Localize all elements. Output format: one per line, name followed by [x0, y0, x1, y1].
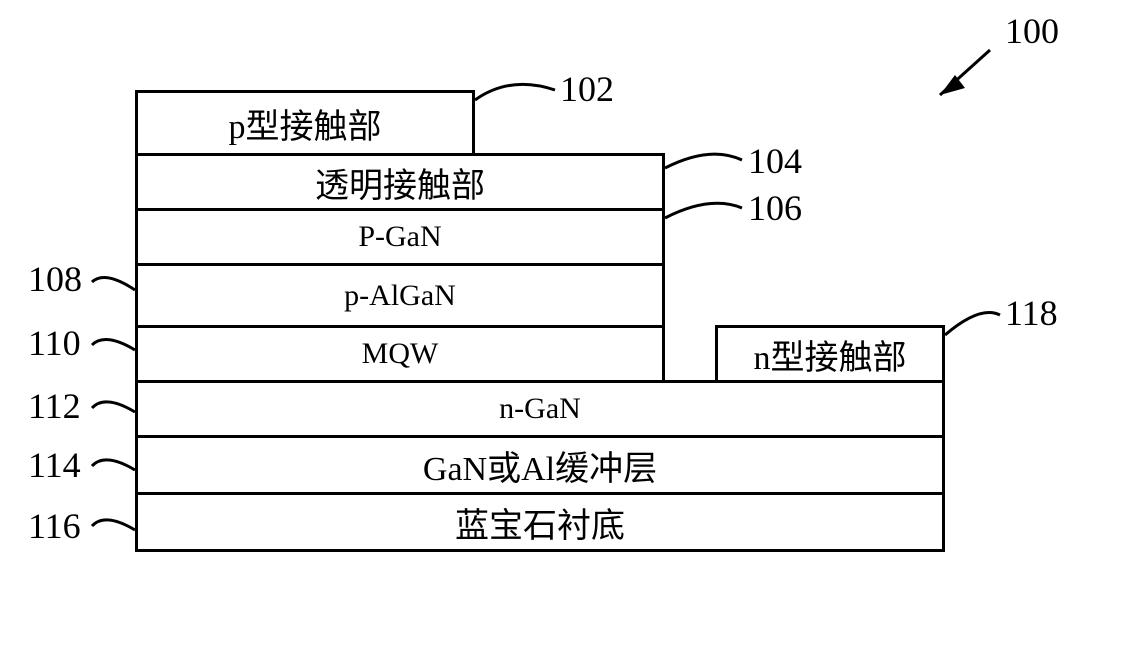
layer-p-contact-label: p型接触部 [229, 99, 382, 148]
layer-mqw-label: MQW [362, 337, 439, 371]
layer-buffer: GaN或Al缓冲层 [135, 435, 945, 495]
ref-102: 102 [560, 68, 614, 110]
layer-p-gan-label: P-GaN [358, 220, 441, 254]
ref-114: 114 [28, 444, 81, 486]
ref-100: 100 [1005, 10, 1059, 52]
layer-transparent-contact: 透明接触部 [135, 153, 665, 211]
layer-p-contact: p型接触部 [135, 90, 475, 156]
layer-substrate-label: 蓝宝石衬底 [455, 498, 625, 547]
layer-transparent-contact-label: 透明接触部 [315, 158, 485, 207]
ref-112: 112 [28, 385, 81, 427]
ref-106: 106 [748, 187, 802, 229]
layer-buffer-label: GaN或Al缓冲层 [423, 441, 657, 490]
ref-104: 104 [748, 140, 802, 182]
ref-116: 116 [28, 505, 81, 547]
layer-n-contact-label: n型接触部 [754, 330, 907, 379]
ref-108: 108 [28, 258, 82, 300]
layer-mqw: MQW [135, 325, 665, 383]
ref-110: 110 [28, 322, 81, 364]
layer-n-gan: n-GaN [135, 380, 945, 438]
layer-p-gan: P-GaN [135, 208, 665, 266]
layer-n-contact: n型接触部 [715, 325, 945, 383]
layer-n-gan-label: n-GaN [499, 392, 581, 426]
layer-p-algan-label: p-AlGaN [344, 279, 456, 313]
layer-p-algan: p-AlGaN [135, 263, 665, 328]
layer-substrate: 蓝宝石衬底 [135, 492, 945, 552]
ref-118: 118 [1005, 292, 1058, 334]
